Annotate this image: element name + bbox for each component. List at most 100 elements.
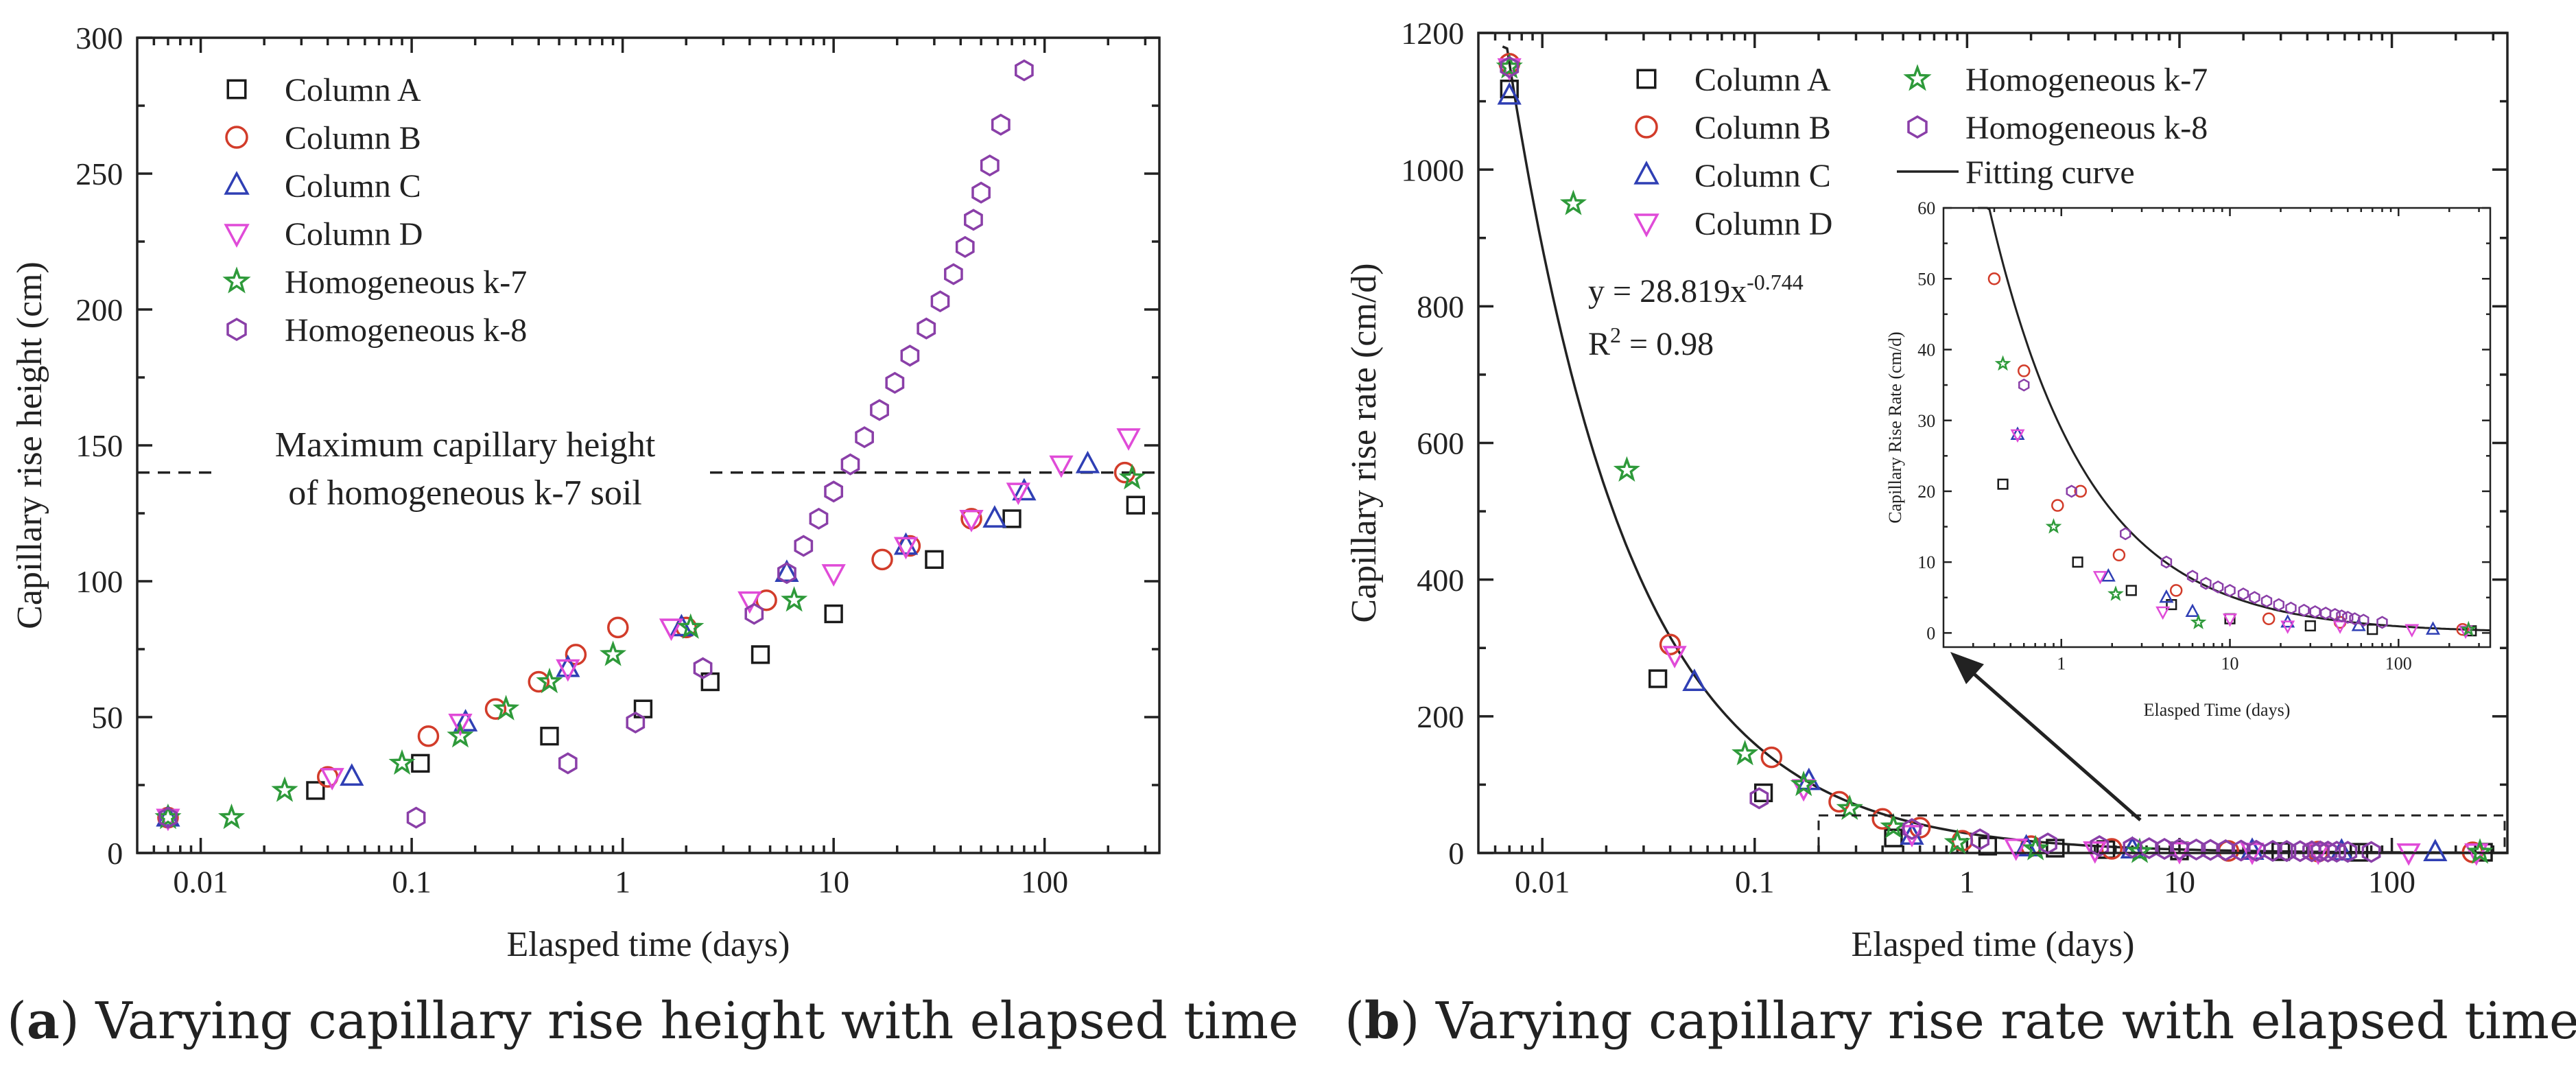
a-point-column-d — [556, 659, 580, 682]
b-point-column-a — [1648, 669, 1668, 688]
a-reference-label-line2: of homogeneous k-7 soil — [288, 473, 642, 513]
a-point-homogeneous-k-7 — [781, 586, 808, 612]
a-point-homogeneous-k-7 — [1118, 463, 1146, 490]
inset-point-homogeneous-k-8 — [2249, 591, 2260, 605]
a-point-column-a — [306, 781, 325, 800]
a-point-homogeneous-k-8 — [855, 426, 874, 449]
a-point-column-c — [669, 613, 694, 637]
b-point-homogeneous-k-8 — [1749, 787, 1769, 810]
a-legend-label: Homogeneous k-7 — [285, 264, 527, 301]
a-point-homogeneous-k-8 — [794, 535, 814, 557]
inset-point-homogeneous-k-8 — [2309, 605, 2321, 618]
a-point-homogeneous-k-8 — [1015, 59, 1034, 82]
a-point-column-c — [340, 763, 364, 786]
b-y-axis-label: Capillary rise rate (cm/d) — [1345, 263, 1384, 622]
a-point-homogeneous-k-8 — [930, 290, 950, 313]
b-point-homogeneous-k-8 — [2277, 840, 2297, 863]
inset-point-column-c — [2185, 603, 2200, 618]
b-legend-marker — [1907, 115, 1928, 139]
a-point-column-c — [982, 505, 1007, 528]
inset-point-homogeneous-k-8 — [2224, 583, 2236, 597]
b-point-column-d — [2004, 839, 2029, 861]
b-y-tick-label: 1200 — [1401, 16, 1464, 51]
a-point-homogeneous-k-8 — [991, 113, 1011, 136]
b-zoom-arrow-line — [1959, 661, 2142, 821]
a-point-homogeneous-k-8 — [955, 235, 975, 258]
a-point-homogeneous-k-8 — [964, 209, 983, 231]
a-y-tick-label: 300 — [75, 21, 123, 56]
inset-point-column-b — [2169, 584, 2183, 597]
b-legend-marker — [1636, 69, 1657, 89]
a-point-homogeneous-k-7 — [536, 667, 563, 694]
a-y-tick-label: 200 — [75, 292, 123, 327]
a-legend-marker — [226, 79, 247, 100]
a-point-homogeneous-k-8 — [980, 154, 1000, 177]
b-point-homogeneous-k-8 — [2327, 841, 2347, 863]
inset-point-column-a — [2072, 557, 2083, 568]
a-x-tick-label: 0.1 — [392, 865, 432, 900]
b-point-homogeneous-k-8 — [1500, 56, 1520, 78]
a-point-homogeneous-k-8 — [626, 711, 646, 734]
a-x-tick-label: 100 — [1021, 865, 1068, 900]
a-y-tick-label: 150 — [75, 428, 123, 463]
a-point-column-a — [1126, 495, 1145, 515]
a-point-column-d — [1116, 428, 1141, 451]
b-point-homogeneous-k-7 — [2126, 837, 2153, 863]
inset-point-homogeneous-k-7 — [2460, 620, 2477, 637]
b-point-column-d — [1662, 646, 1687, 668]
inset-point-homogeneous-k-8 — [2260, 594, 2273, 608]
b-y-tick-label: 1000 — [1401, 152, 1464, 187]
inset-point-column-c — [2159, 589, 2174, 603]
inset-y-tick-label: 50 — [1917, 269, 1935, 289]
inset-point-column-b — [1987, 272, 2001, 285]
a-reference-label-line1: Maximum capillary height — [275, 425, 656, 465]
a-point-homogeneous-k-7 — [447, 722, 474, 748]
b-point-homogeneous-k-7 — [1559, 189, 1587, 215]
a-point-column-c — [556, 654, 580, 677]
b-point-column-a — [1500, 80, 1519, 99]
inset-point-column-d — [2280, 620, 2295, 634]
b-fit-r2-value: = 0.98 — [1621, 326, 1714, 362]
a-point-homogeneous-k-8 — [406, 806, 426, 829]
b-point-homogeneous-k-7 — [1943, 828, 1971, 854]
a-point-homogeneous-k-8 — [944, 263, 963, 285]
b-legend: Column A Column B Column C Column D Homogene… — [1633, 62, 2208, 242]
b-point-homogeneous-k-7 — [1790, 770, 1817, 797]
a-legend-marker — [222, 266, 251, 294]
b-point-column-c — [1682, 668, 1707, 691]
b-x-tick-label: 10 — [2164, 865, 2195, 900]
inset-point-homogeneous-k-8 — [2376, 616, 2388, 629]
b-point-column-a — [2271, 842, 2291, 861]
inset-point-column-c — [2101, 568, 2116, 582]
inset-point-column-a — [2125, 585, 2137, 596]
b-y-tick-label: 800 — [1417, 289, 1464, 324]
a-point-homogeneous-k-8 — [158, 806, 178, 829]
inset-point-homogeneous-k-7 — [2190, 613, 2207, 629]
a-y-tick-label: 250 — [75, 156, 123, 191]
b-y-tick-label: 600 — [1417, 426, 1464, 461]
b-point-column-d — [2083, 841, 2107, 864]
b-legend-label: Column B — [1694, 110, 1831, 146]
a-point-column-d — [1006, 482, 1030, 506]
a-point-column-d — [821, 564, 846, 587]
a-point-column-d — [659, 618, 684, 642]
a-x-axis-label: Elasped time (days) — [507, 925, 790, 964]
a-point-column-c — [453, 709, 478, 732]
b-point-homogeneous-k-7 — [2466, 838, 2494, 864]
b-point-column-c — [1497, 82, 1522, 105]
b-point-homogeneous-k-8 — [2291, 840, 2310, 863]
inset-point-homogeneous-k-7 — [2045, 517, 2062, 534]
inset-point-column-b — [2112, 548, 2126, 562]
caption-b: (b) Varying capillary rise rate with ela… — [1345, 980, 2576, 1062]
b-fit-exponent: -0.744 — [1747, 270, 1804, 294]
a-x-tick-label: 0.01 — [173, 865, 228, 900]
inset-point-column-c — [2010, 426, 2025, 440]
b-y-tick-label: 0 — [1448, 836, 1464, 871]
b-point-homogeneous-k-8 — [2263, 839, 2282, 863]
a-point-column-c — [893, 532, 919, 555]
a-point-column-c — [1075, 450, 1100, 473]
a-point-column-b — [607, 616, 629, 639]
b-legend-marker — [1633, 161, 1659, 185]
a-point-column-d — [737, 591, 762, 614]
inset-fit-curve — [1978, 207, 2490, 631]
